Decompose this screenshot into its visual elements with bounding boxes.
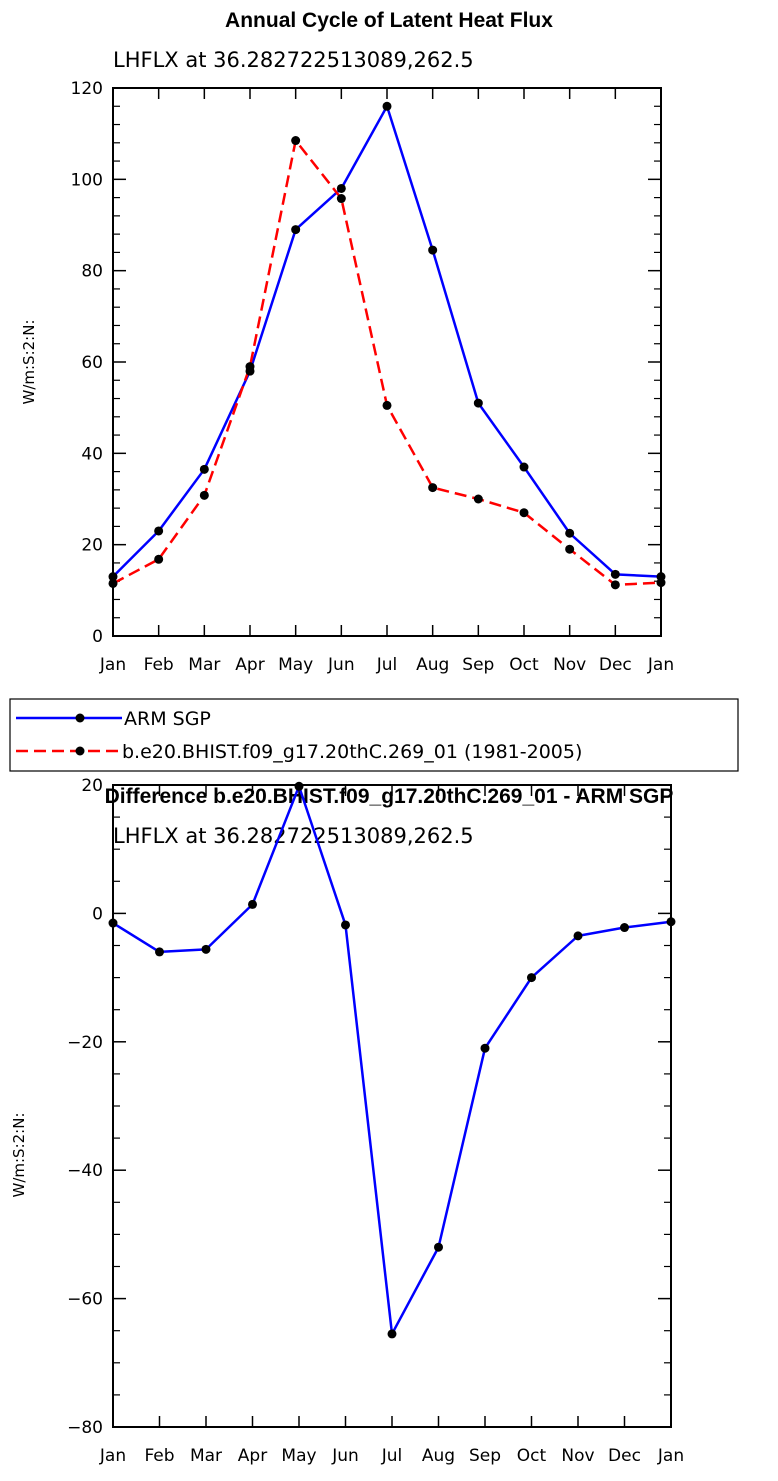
bottom-chart-x-tick-label: Jun	[331, 1446, 359, 1466]
bottom-chart-x-tick-label: Jul	[381, 1446, 403, 1466]
top-chart-data-point-1	[610, 580, 620, 590]
bottom-chart-y-tick-label: 0	[92, 904, 103, 924]
bottom-chart-data-point-0	[573, 931, 583, 941]
bottom-chart-data-point-0	[294, 781, 304, 791]
top-chart-data-point-0	[473, 398, 483, 408]
bottom-chart-axes: −80 −60 −40 −20 0 20 Jan Feb Mar Apr May Jun Jul Aug S…	[67, 776, 684, 1466]
top-chart-data-point-0	[108, 572, 118, 582]
bottom-chart-x-tick-label: May	[281, 1446, 316, 1466]
bottom-chart-data-point-0	[341, 920, 350, 930]
top-chart-x-tick-label: Aug	[416, 655, 449, 675]
legend-label-model: b.e20.BHIST.f09_g17.20thC.269_01 (1981-2…	[122, 741, 582, 763]
top-chart-data-point-1	[199, 490, 209, 500]
top-chart-subtitle: LHFLX at 36.282722513089,262.5	[113, 48, 474, 72]
top-chart-data-point-1	[656, 578, 666, 588]
bottom-chart-data-point-0	[620, 923, 629, 933]
top-chart-y-tick-label: 40	[81, 444, 103, 464]
bottom-chart-series	[108, 781, 676, 1339]
bottom-chart-data-point-0	[666, 917, 676, 927]
legend-box	[9, 698, 739, 772]
bottom-chart-x-tick-label: Oct	[517, 1446, 547, 1466]
top-chart-x-tick-label: Jan	[647, 655, 674, 675]
top-chart-data-point-0	[382, 101, 392, 111]
top-chart-y-tick-label: 60	[81, 353, 103, 373]
top-chart-data-point-1	[154, 554, 164, 564]
top-chart-x-tick-label: Feb	[144, 655, 174, 675]
annual-cycle-chart: Annual Cycle of Latent Heat Flux LHFLX a…	[20, 9, 674, 675]
bottom-chart-x-tick-label: Apr	[238, 1446, 267, 1466]
top-chart-x-tick-label: Jun	[327, 655, 355, 675]
top-chart-y-tick-label: 100	[71, 170, 103, 190]
top-chart-series	[108, 101, 666, 590]
top-chart-data-point-0	[291, 225, 301, 235]
top-chart-data-point-0	[428, 245, 438, 255]
top-chart-data-point-1	[382, 400, 392, 410]
bottom-chart-x-tick-label: Jan	[657, 1446, 684, 1466]
top-chart-data-point-0	[565, 528, 575, 538]
bottom-chart-y-axis-label: W/m:S:2:N:	[10, 1113, 28, 1198]
top-chart-series-line-1	[112, 139, 662, 587]
top-chart-plot-frame	[112, 87, 662, 637]
top-chart-data-point-0	[519, 462, 529, 472]
top-chart-data-point-0	[336, 183, 346, 193]
bottom-chart-x-tick-label: Aug	[422, 1446, 455, 1466]
bottom-chart-y-tick-label: −20	[67, 1033, 103, 1053]
top-chart-y-tick-label: 0	[92, 627, 103, 647]
top-chart-x-tick-label: Sep	[462, 655, 494, 675]
top-chart-data-point-1	[519, 508, 529, 518]
bottom-chart-y-tick-label: −40	[67, 1161, 103, 1181]
top-chart-x-tick-label: Jul	[376, 655, 398, 675]
top-chart-data-point-1	[428, 483, 438, 493]
bottom-chart-data-point-0	[248, 899, 257, 909]
legend-marker-model	[75, 746, 85, 756]
top-chart-y-tick-label: 80	[81, 262, 103, 282]
top-chart-data-point-0	[199, 464, 209, 474]
legend-marker-arm-sgp	[75, 713, 85, 723]
top-chart-data-point-1	[473, 494, 483, 504]
top-chart-data-point-1	[108, 578, 118, 588]
bottom-chart-series-line-0	[112, 785, 672, 1336]
bottom-chart-y-tick-label: 20	[81, 776, 103, 796]
top-chart-data-point-0	[610, 569, 620, 579]
top-chart-x-tick-label: Mar	[188, 655, 220, 675]
bottom-chart-data-point-0	[201, 944, 211, 954]
bottom-chart-x-tick-label: Feb	[144, 1446, 174, 1466]
top-chart-data-point-1	[291, 136, 301, 146]
bottom-chart-data-point-0	[108, 918, 118, 928]
bottom-chart-x-tick-label: Nov	[561, 1446, 594, 1466]
legend-label-arm-sgp: ARM SGP	[124, 708, 211, 730]
bottom-chart-x-tick-label: Dec	[608, 1446, 641, 1466]
bottom-chart-subtitle: LHFLX at 36.282722513089,262.5	[113, 824, 474, 848]
bottom-chart-data-point-0	[527, 973, 536, 983]
top-chart-axes: 0 20 40 60 80 100 120 Jan Feb Mar Apr May Jun Jul Aug S…	[71, 79, 675, 675]
top-chart-y-tick-label: 120	[71, 79, 103, 99]
top-chart-y-axis-label: W/m:S:2:N:	[20, 320, 38, 405]
bottom-chart-data-point-0	[387, 1329, 397, 1339]
top-chart-x-tick-label: Oct	[509, 655, 539, 675]
bottom-chart-y-tick-label: −60	[67, 1290, 103, 1310]
top-chart-title: Annual Cycle of Latent Heat Flux	[225, 9, 553, 32]
top-chart-x-tick-label: Jan	[99, 655, 126, 675]
bottom-chart-x-tick-label: Mar	[190, 1446, 222, 1466]
bottom-chart-x-tick-label: Jan	[99, 1446, 126, 1466]
bottom-chart-data-point-0	[480, 1043, 490, 1053]
top-chart-data-point-0	[154, 526, 164, 536]
top-chart-data-point-1	[565, 544, 575, 554]
bottom-chart-data-point-0	[155, 947, 164, 957]
bottom-chart-data-point-0	[434, 1242, 443, 1252]
bottom-chart-y-tick-label: −80	[67, 1418, 103, 1438]
top-chart-data-point-1	[336, 194, 346, 204]
top-chart-x-tick-label: Nov	[553, 655, 586, 675]
top-chart-x-tick-label: Apr	[235, 655, 264, 675]
top-chart-y-tick-label: 20	[81, 536, 103, 556]
bottom-chart-title: Difference b.e20.BHIST.f09_g17.20thC.269…	[105, 785, 674, 808]
top-chart-data-point-1	[245, 362, 255, 372]
legend: ARM SGP b.e20.BHIST.f09_g17.20thC.269_01…	[9, 698, 739, 772]
bottom-chart-x-tick-label: Sep	[469, 1446, 501, 1466]
top-chart-x-tick-label: May	[278, 655, 313, 675]
difference-chart: Difference b.e20.BHIST.f09_g17.20thC.269…	[10, 776, 684, 1466]
top-chart-x-tick-label: Dec	[599, 655, 632, 675]
